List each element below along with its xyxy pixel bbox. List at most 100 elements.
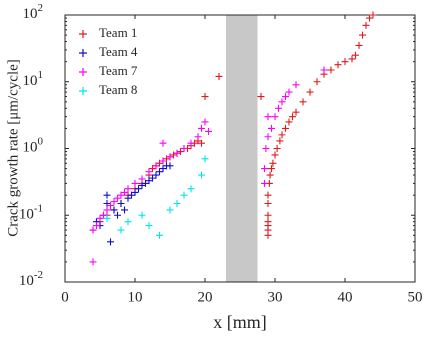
data-point: [173, 149, 181, 157]
data-point: [201, 93, 209, 101]
data-point: [201, 155, 209, 163]
data-point: [124, 218, 132, 226]
data-point: [282, 93, 289, 101]
data-point: [285, 88, 293, 96]
data-point: [166, 206, 174, 214]
y-tick-label: 102: [23, 2, 44, 23]
data-point: [159, 157, 167, 165]
data-point: [313, 78, 321, 86]
y-tick-exponent: 0: [38, 135, 44, 147]
data-point: [264, 191, 272, 199]
data-point: [261, 165, 268, 173]
data-point: [117, 199, 125, 207]
y-tick-base: 10: [19, 273, 34, 289]
y-tick-exponent: -2: [34, 269, 43, 281]
x-axis-label: x [mm]: [213, 312, 267, 332]
data-point: [215, 72, 223, 80]
legend-marker: [79, 87, 87, 95]
data-point: [264, 211, 272, 219]
data-point: [156, 168, 163, 176]
data-point: [285, 118, 293, 126]
data-point: [264, 133, 272, 141]
data-point: [131, 179, 139, 187]
data-point: [110, 198, 118, 206]
data-point: [166, 153, 174, 161]
data-point: [124, 194, 132, 202]
data-point: [306, 88, 314, 96]
data-point: [275, 104, 282, 112]
data-point: [334, 61, 342, 69]
legend-marker: [79, 30, 87, 38]
data-point: [352, 51, 359, 59]
data-point: [257, 93, 265, 101]
legend-label: Team 8: [99, 82, 137, 97]
y-tick-exponent: -1: [34, 202, 43, 214]
data-point: [278, 131, 286, 139]
data-point: [121, 188, 128, 196]
data-point: [117, 226, 125, 234]
data-point: [124, 185, 132, 193]
data-point: [348, 55, 356, 63]
data-point: [366, 14, 373, 22]
x-tick-label: 40: [338, 289, 353, 305]
y-tick-exponent: 1: [38, 68, 44, 80]
x-tick-label: 50: [408, 289, 423, 305]
data-point: [201, 118, 209, 126]
data-point: [205, 127, 212, 135]
y-axis-label: Crack growth rate [μm/cycle]: [5, 59, 21, 237]
data-point: [268, 124, 275, 132]
data-point: [269, 159, 277, 167]
data-point: [156, 231, 163, 239]
data-point: [114, 194, 121, 202]
data-point: [327, 66, 335, 74]
data-point: [152, 171, 160, 179]
data-point: [194, 133, 202, 141]
data-point: [292, 81, 300, 89]
data-point: [261, 179, 268, 187]
data-point: [180, 191, 188, 199]
data-point: [264, 218, 272, 226]
data-point: [173, 199, 181, 207]
data-point: [276, 137, 284, 145]
y-tick-exponent: 2: [38, 2, 44, 14]
data-point: [131, 188, 139, 196]
data-point: [341, 58, 349, 66]
legend-marker: [79, 68, 87, 76]
legend-label: Team 4: [99, 44, 138, 59]
y-tick-label: 10-1: [19, 202, 43, 223]
data-point: [273, 145, 281, 152]
data-point: [100, 211, 107, 219]
x-tick-label: 10: [128, 289, 143, 305]
data-point: [145, 168, 153, 176]
data-point: [187, 139, 195, 147]
data-point: [121, 206, 128, 214]
legend-label: Team 1: [99, 25, 137, 40]
y-tick-base: 10: [23, 140, 38, 156]
data-point: [359, 31, 366, 39]
data-point: [180, 145, 188, 152]
y-tick-label: 100: [23, 135, 44, 156]
data-point: [177, 148, 184, 156]
data-point: [96, 214, 104, 222]
data-point: [114, 211, 121, 219]
data-point: [268, 165, 275, 173]
x-tick-label: 0: [61, 289, 69, 305]
data-point: [145, 222, 153, 230]
data-point: [170, 151, 177, 159]
data-point: [149, 174, 156, 182]
data-point: [152, 162, 160, 170]
data-point: [266, 171, 274, 179]
data-point: [159, 139, 167, 147]
legend-marker: [79, 49, 87, 57]
y-tick-label: 10-2: [19, 269, 43, 290]
data-point: [89, 258, 97, 266]
data-point: [198, 124, 205, 132]
data-point: [198, 171, 205, 179]
data-point: [271, 113, 279, 121]
data-point: [264, 113, 272, 121]
x-tick-label: 20: [198, 289, 213, 305]
data-point: [103, 214, 111, 222]
data-point: [292, 108, 300, 116]
shaded-region: [226, 15, 258, 282]
